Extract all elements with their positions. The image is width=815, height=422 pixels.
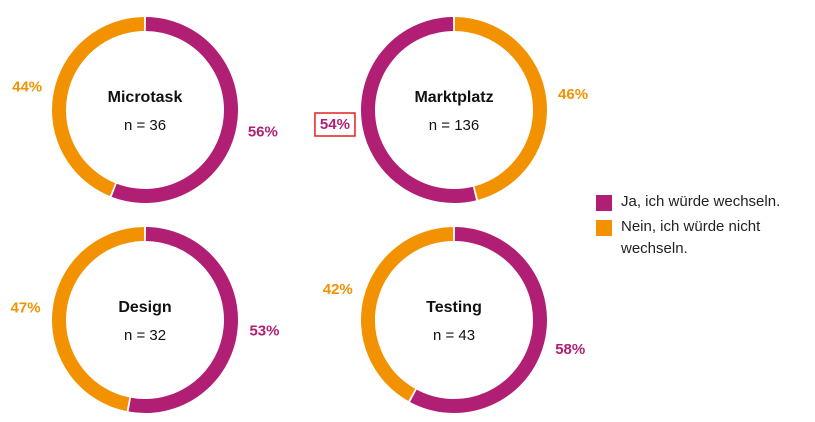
value-label: 46%: [558, 86, 588, 103]
donut-segment: [361, 227, 454, 402]
chart-subtitle: n = 136: [429, 117, 479, 134]
legend-label: Nein, ich würde nicht wechseln.: [621, 218, 761, 257]
value-label: 47%: [11, 300, 41, 317]
chart-title: Design: [118, 299, 171, 316]
legend-swatch: [596, 220, 612, 236]
chart-title: Marktplatz: [414, 89, 493, 106]
legend-swatch: [596, 195, 612, 211]
value-label: 54%: [320, 116, 350, 133]
chart-title: Microtask: [108, 89, 183, 106]
chart-subtitle: n = 43: [433, 327, 475, 344]
donut-segment: [111, 17, 238, 203]
legend-entry: Nein, ich würde nicht wechseln.: [596, 218, 806, 260]
donut-segment: [52, 227, 145, 412]
donut-segment: [410, 227, 547, 413]
chart-title: Testing: [426, 299, 482, 316]
donut-segment: [361, 17, 477, 203]
donut-segment: [52, 17, 145, 197]
value-label: 44%: [12, 78, 42, 95]
chart-subtitle: n = 36: [124, 117, 166, 134]
donut-segment: [128, 227, 238, 413]
legend-label: Ja, ich würde wechseln.: [621, 193, 781, 210]
value-label: 42%: [323, 281, 353, 298]
value-label: 56%: [248, 123, 278, 140]
highlight-box: [314, 112, 356, 137]
legend: Ja, ich würde wechseln. Nein, ich würde n…: [596, 193, 806, 266]
donut-segment: [454, 17, 547, 200]
value-label: 53%: [249, 322, 279, 339]
legend-entry: Ja, ich würde wechseln.: [596, 193, 806, 213]
value-label: 58%: [555, 341, 585, 358]
chart-subtitle: n = 32: [124, 327, 166, 344]
